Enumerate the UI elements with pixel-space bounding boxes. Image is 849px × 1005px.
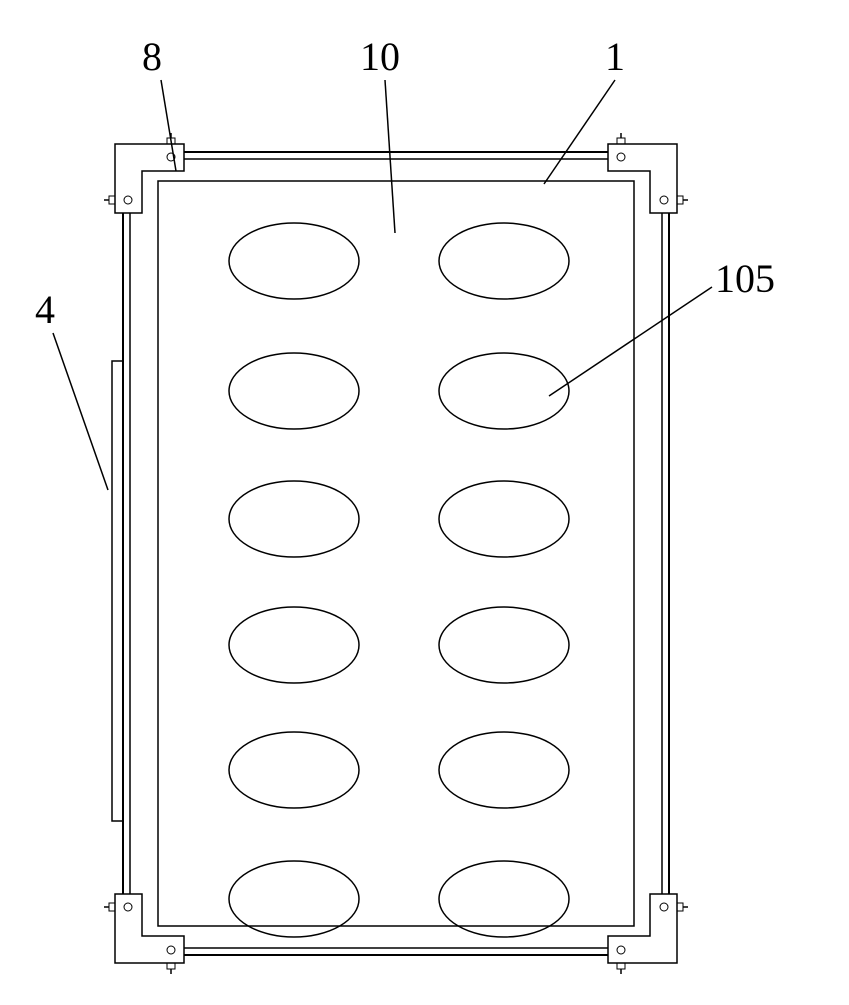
- label-8: 8: [142, 34, 162, 79]
- technical-diagram: 8 10 1 105 4: [0, 0, 849, 1000]
- label-10: 10: [360, 34, 400, 79]
- label-105: 105: [715, 256, 775, 301]
- label-1: 1: [605, 34, 625, 79]
- diagram-svg: 8 10 1 105 4: [0, 0, 849, 1000]
- label-4: 4: [35, 287, 55, 332]
